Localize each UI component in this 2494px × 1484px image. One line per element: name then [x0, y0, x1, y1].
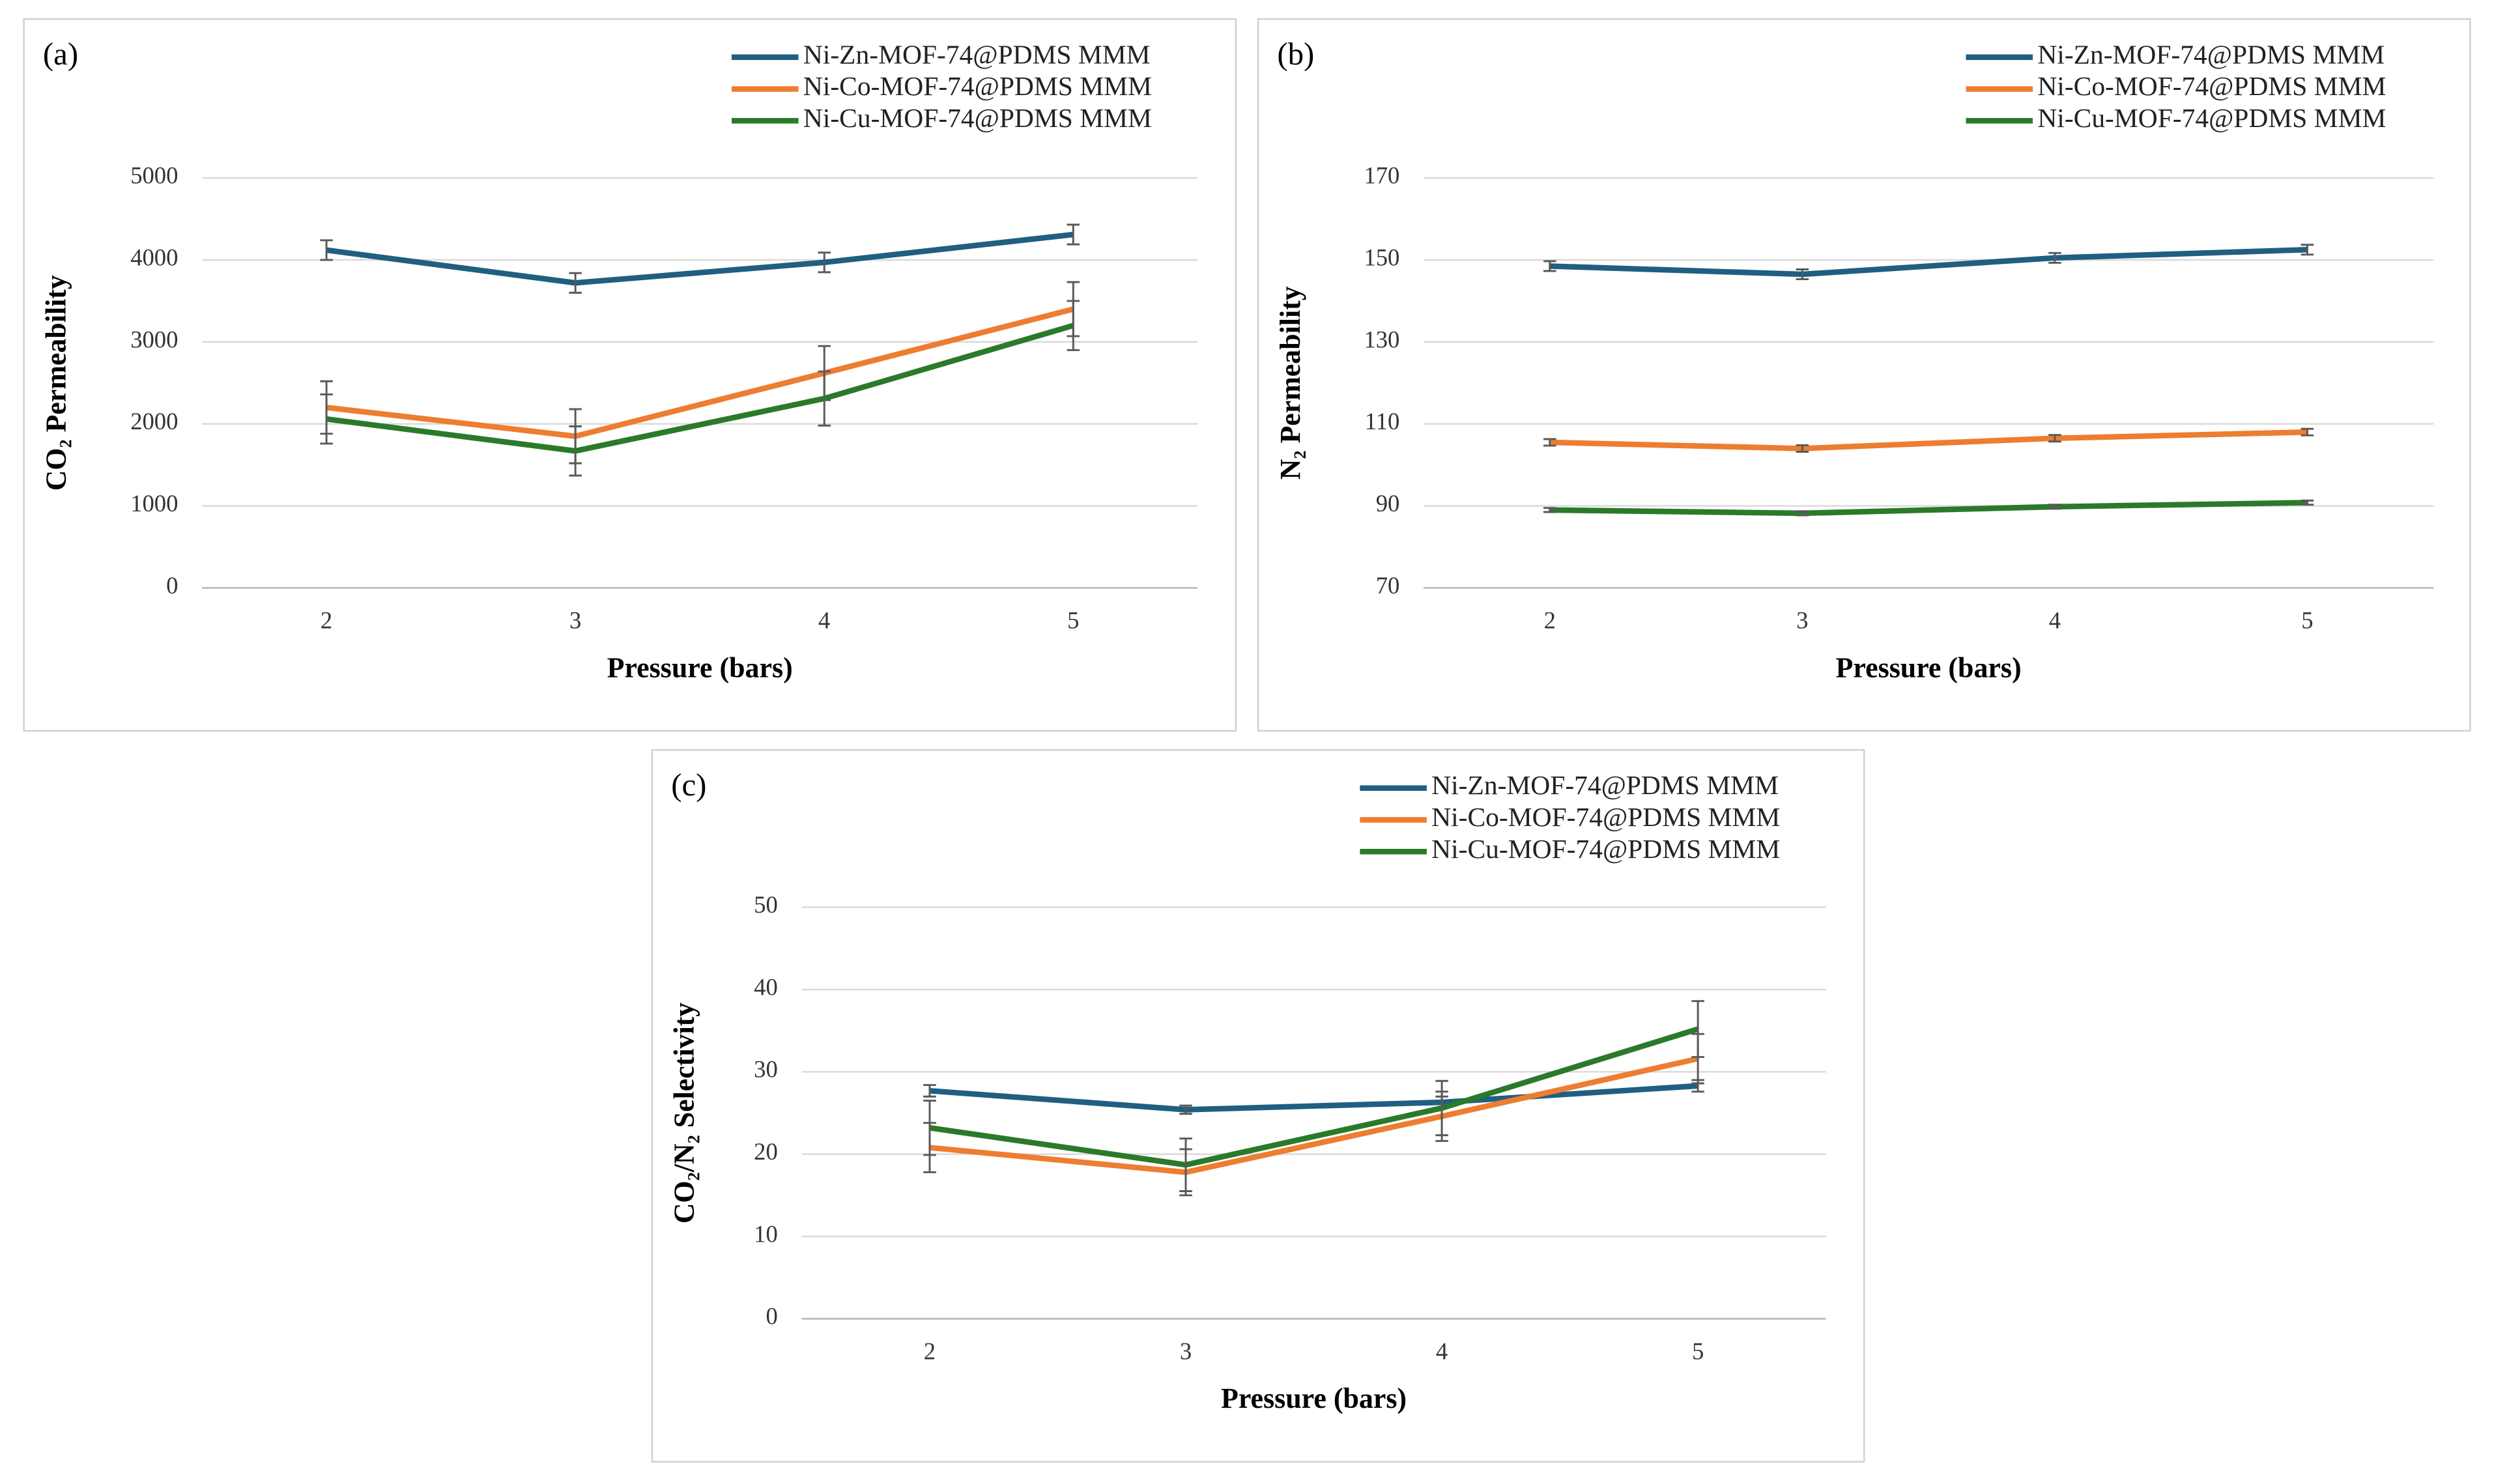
x-tick-label: 5: [2301, 606, 2313, 633]
error-bar: [818, 370, 831, 427]
error-bar: [2300, 244, 2314, 256]
error-bar: [1543, 260, 1556, 272]
y-tick-label: 20: [754, 1138, 778, 1165]
error-bar: [923, 1100, 936, 1156]
error-bar: [569, 425, 582, 477]
series-line: [929, 1055, 1699, 1175]
error-bar: [1067, 300, 1080, 351]
legend-text: Ni-Co-MOF-74@PDMS MMM: [803, 71, 1152, 101]
error-bar: [2048, 504, 2061, 510]
legend-text: Ni-Zn-MOF-74@PDMS MMM: [1431, 770, 1779, 800]
series-line: [929, 1026, 1699, 1168]
y-axis-title: CO₂/N₂ Selectivity: [668, 1003, 700, 1224]
legend-text: Ni-Cu-MOF-74@PDMS MMM: [1431, 834, 1780, 864]
chart-panel: (b) 70 90 110 130 150 170 2 3 4 5 Pressure (bars) N₂…: [1257, 18, 2471, 732]
error-bar: [2300, 427, 2314, 436]
error-bar: [2048, 251, 2061, 264]
series-line: [326, 306, 1074, 439]
x-tick-label: 2: [321, 606, 332, 633]
y-tick-label: 150: [1364, 244, 1399, 270]
x-tick-label: 2: [924, 1337, 936, 1364]
panel-frame: [23, 18, 1237, 732]
error-bar: [1543, 507, 1556, 513]
y-tick-label: 40: [754, 973, 778, 1000]
x-tick-label: 3: [1796, 606, 1808, 633]
x-tick-label: 3: [569, 606, 581, 633]
y-axis-title: N₂ Permeability: [1274, 286, 1306, 479]
panel-label: (b): [1277, 36, 1314, 72]
error-bar: [320, 393, 333, 445]
y-tick-label: 130: [1364, 326, 1399, 352]
y-tick-label: 10: [754, 1220, 778, 1247]
x-axis-title: Pressure (bars): [1836, 651, 2022, 683]
error-bar: [2048, 434, 2061, 443]
error-bar: [818, 251, 831, 274]
legend-text: Ni-Co-MOF-74@PDMS MMM: [2037, 71, 2386, 101]
legend-text: Ni-Cu-MOF-74@PDMS MMM: [803, 103, 1152, 133]
series-line: [929, 1083, 1698, 1113]
y-tick-label: 70: [1376, 572, 1400, 599]
x-tick-label: 2: [1544, 606, 1556, 633]
y-tick-label: 2000: [130, 408, 178, 435]
legend-text: Ni-Zn-MOF-74@PDMS MMM: [2037, 39, 2385, 69]
chart-panel: (a) 0 1000 2000 3000 4000 5000 2 3 4 5 Pressure (ba…: [23, 18, 1237, 732]
y-tick-label: 110: [1365, 408, 1400, 435]
error-bar: [1796, 510, 1809, 517]
error-bar: [1067, 223, 1080, 246]
series-line: [326, 322, 1074, 454]
y-axis-title: CO₂ Permeability: [40, 275, 72, 491]
error-bar: [1179, 1104, 1192, 1115]
legend-text: Ni-Cu-MOF-74@PDMS MMM: [2037, 103, 2386, 133]
y-tick-label: 30: [754, 1056, 778, 1083]
y-tick-label: 170: [1364, 162, 1399, 189]
x-tick-label: 4: [2049, 606, 2061, 633]
x-tick-label: 3: [1180, 1337, 1192, 1364]
panel-label: (c): [671, 767, 706, 803]
x-tick-label: 4: [818, 606, 830, 633]
x-axis-title: Pressure (bars): [1221, 1382, 1407, 1414]
series-line: [1549, 500, 2308, 517]
series-line: [326, 231, 1074, 286]
error-bar: [1691, 1000, 1704, 1059]
legend-text: Ni-Co-MOF-74@PDMS MMM: [1431, 802, 1780, 832]
error-bar: [1796, 444, 1809, 453]
error-bar: [569, 272, 582, 294]
y-tick-label: 0: [166, 572, 178, 599]
error-bar: [923, 1084, 936, 1098]
y-tick-label: 1000: [130, 490, 178, 517]
error-bar: [1543, 438, 1556, 447]
error-bar: [1796, 268, 1809, 281]
x-tick-label: 4: [1436, 1337, 1448, 1364]
y-tick-label: 4000: [130, 244, 178, 270]
panel-frame: [1257, 18, 2471, 732]
error-bar: [1435, 1079, 1448, 1137]
y-tick-label: 0: [766, 1303, 778, 1330]
error-bar: [1179, 1137, 1192, 1192]
legend-text: Ni-Zn-MOF-74@PDMS MMM: [803, 39, 1151, 69]
x-tick-label: 5: [1067, 606, 1079, 633]
x-axis-title: Pressure (bars): [607, 651, 793, 683]
series-line: [1549, 247, 2308, 278]
error-bar: [320, 239, 333, 261]
chart-panel: (c) 0 10 20 30 40 50 2 3 4 5 Pressure (bars) CO₂/N₂ …: [651, 749, 1865, 1463]
panel-label: (a): [43, 36, 78, 72]
y-tick-label: 50: [754, 891, 778, 918]
series-line: [1549, 429, 2308, 451]
y-tick-label: 3000: [130, 326, 178, 352]
y-tick-label: 90: [1376, 490, 1400, 517]
y-tick-label: 5000: [130, 162, 178, 189]
error-bar: [2300, 499, 2314, 506]
x-tick-label: 5: [1692, 1337, 1704, 1364]
